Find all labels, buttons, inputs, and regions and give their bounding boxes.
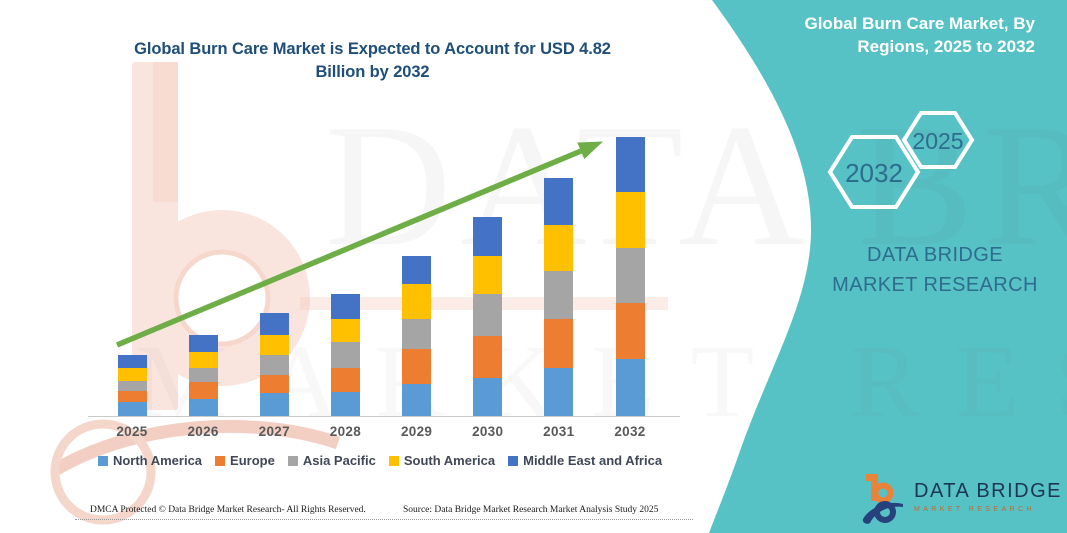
footer-divider-line (75, 519, 693, 520)
legend-label-north-america: North America (112, 453, 203, 468)
bar-column-2030 (452, 217, 523, 416)
bar-column-2026 (168, 335, 239, 416)
legend-swatch-middle-east-and-africa (508, 455, 519, 466)
x-axis-label-2029: 2029 (400, 424, 433, 439)
bar-segment-asia-pacific-2026 (188, 368, 218, 382)
bar-segment-south-america-2028 (330, 319, 360, 342)
bar-segment-middle-east-and-africa-2029 (402, 256, 432, 284)
data-bridge-logo-icon (862, 474, 903, 524)
bar-stack-2027 (259, 313, 289, 416)
bar-segment-north-america-2026 (188, 399, 218, 416)
bar-segment-asia-pacific-2032 (615, 248, 645, 303)
bar-column-2032 (595, 137, 666, 416)
bar-segment-europe-2029 (402, 349, 432, 384)
bar-segment-north-america-2025 (117, 402, 147, 416)
legend-swatch-asia-pacific (287, 455, 298, 466)
legend-item-north-america: North America (97, 453, 203, 468)
bar-segment-south-america-2027 (259, 335, 289, 355)
legend-swatch-south-america (388, 455, 399, 466)
bar-segment-europe-2026 (188, 382, 218, 399)
bar-stack-2028 (330, 294, 360, 416)
bar-segment-europe-2028 (330, 368, 360, 392)
bar-column-2027 (239, 313, 310, 416)
chart-title: Global Burn Care Market is Expected to A… (134, 40, 611, 82)
footer-copyright: DMCA Protected © Data Bridge Market Rese… (90, 505, 366, 515)
legend-item-asia-pacific: Asia Pacific (287, 453, 376, 468)
bar-column-2025 (97, 355, 168, 416)
side-panel-title: Global Burn Care Market, By Regions, 202… (804, 14, 1035, 56)
bar-segment-north-america-2032 (615, 359, 645, 416)
legend-swatch-europe (215, 455, 226, 466)
bar-segment-asia-pacific-2031 (544, 271, 574, 319)
bar-segment-middle-east-and-africa-2030 (473, 217, 503, 256)
bar-segment-south-america-2031 (544, 225, 574, 271)
bar-segment-middle-east-and-africa-2032 (615, 137, 645, 192)
bar-segment-middle-east-and-africa-2027 (259, 313, 289, 335)
bar-segment-europe-2031 (544, 319, 574, 368)
bar-segment-north-america-2027 (259, 393, 289, 416)
bar-column-2029 (381, 256, 452, 416)
bar-segment-south-america-2032 (615, 192, 645, 248)
hexagon-year-2025: 2025 (912, 128, 964, 154)
legend-label-europe: Europe (230, 453, 275, 468)
bar-segment-middle-east-and-africa-2025 (117, 355, 147, 368)
bar-segment-south-america-2030 (473, 256, 503, 294)
logo-name: DATA BRIDGE (914, 480, 1063, 502)
bar-segment-middle-east-and-africa-2028 (330, 294, 360, 319)
bar-stack-2032 (615, 137, 645, 416)
legend-label-middle-east-and-africa: Middle East and Africa (523, 453, 663, 468)
bar-segment-south-america-2026 (188, 352, 218, 368)
bar-segment-north-america-2031 (544, 368, 574, 416)
bar-segment-asia-pacific-2029 (402, 319, 432, 349)
x-axis-label-2027: 2027 (258, 424, 290, 439)
chart-legend: North America Europe Asia Pacific South Ame… (85, 453, 675, 468)
bar-segment-north-america-2029 (402, 384, 432, 416)
bar-stack-2029 (402, 256, 432, 416)
bar-segment-europe-2027 (259, 375, 289, 393)
bar-column-2028 (310, 294, 381, 416)
bar-segment-south-america-2029 (402, 284, 432, 319)
bar-segment-south-america-2025 (117, 368, 147, 381)
bar-segment-middle-east-and-africa-2031 (544, 178, 574, 225)
bar-stack-2025 (117, 355, 147, 416)
legend-item-europe: Europe (215, 453, 275, 468)
bar-segment-europe-2025 (117, 391, 147, 402)
x-axis-label-2032: 2032 (614, 424, 646, 439)
legend-swatch-north-america (97, 455, 108, 466)
bar-segment-middle-east-and-africa-2026 (188, 335, 218, 352)
company-logo: DATA BRIDGE MARKET RESEARCH (862, 472, 1062, 526)
bar-segment-europe-2032 (615, 303, 645, 359)
legend-item-south-america: South America (388, 453, 496, 468)
x-axis-label-2025: 2025 (116, 424, 148, 439)
bar-segment-asia-pacific-2025 (117, 381, 147, 391)
hexagon-year-2032: 2032 (845, 158, 903, 188)
bar-segment-north-america-2028 (330, 392, 360, 416)
x-axis-label-2031: 2031 (543, 424, 575, 439)
bar-stack-2030 (473, 217, 503, 416)
x-axis-label-2026: 2026 (187, 424, 219, 439)
bar-segment-asia-pacific-2030 (473, 294, 503, 336)
side-panel-brand-text: DATA BRIDGE MARKET RESEARCH (832, 244, 1038, 296)
logo-subtitle: MARKET RESEARCH (914, 506, 1035, 513)
legend-item-middle-east-and-africa: Middle East and Africa (508, 453, 662, 468)
legend-label-south-america: South America (403, 453, 496, 468)
legend-label-asia-pacific: Asia Pacific (302, 453, 376, 468)
x-axis-label-2030: 2030 (472, 424, 504, 439)
footer-source: Source: Data Bridge Market Research Mark… (403, 505, 659, 515)
bar-segment-north-america-2030 (473, 378, 503, 416)
x-axis-line (88, 416, 680, 417)
bar-stack-2031 (544, 178, 574, 416)
logo-text-block: DATA BRIDGE MARKET RESEARCH (914, 472, 1062, 513)
x-axis-label-2028: 2028 (329, 424, 361, 439)
bar-segment-asia-pacific-2027 (259, 355, 289, 375)
bar-column-2031 (523, 178, 594, 416)
bar-segment-asia-pacific-2028 (330, 342, 360, 368)
bar-segment-europe-2030 (473, 336, 503, 378)
bar-stack-2026 (188, 335, 218, 416)
